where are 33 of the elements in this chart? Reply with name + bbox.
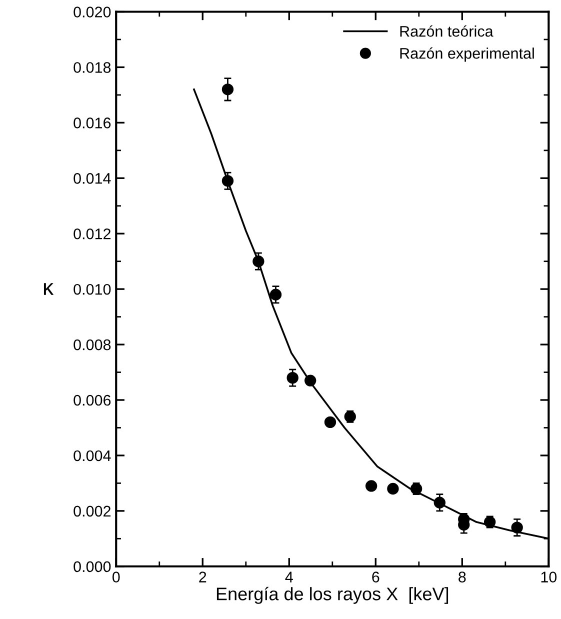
y-axis-title: κ — [44, 283, 54, 295]
point — [222, 175, 234, 187]
point — [252, 255, 264, 268]
point — [410, 482, 422, 495]
point — [270, 288, 282, 300]
y-tick-label: 0.004 — [74, 450, 111, 462]
x-tick-label: 6 — [372, 572, 380, 582]
point — [365, 480, 378, 492]
point — [304, 374, 316, 386]
y-tick-label: 0.018 — [74, 62, 111, 73]
y-tick-label: 0.000 — [74, 561, 111, 572]
y-tick-label: 0.020 — [74, 6, 111, 18]
point — [286, 372, 298, 384]
y-tick-label: 0.014 — [74, 173, 111, 184]
x-tick-label: 4 — [285, 572, 293, 582]
y-tick-label: 0.006 — [74, 394, 111, 406]
point — [222, 84, 234, 96]
x-tick-label: 2 — [199, 572, 206, 582]
x-tick-label: 0 — [112, 572, 120, 582]
point — [511, 522, 523, 534]
point — [387, 482, 399, 495]
x-tick-label: 10 — [541, 572, 557, 582]
point — [324, 416, 336, 428]
y-tick-label: 0.010 — [74, 284, 111, 295]
point — [434, 496, 446, 508]
x-axis-title: Energía de los rayos X [keV] — [216, 586, 448, 604]
y-tick-label: 0.002 — [74, 506, 111, 517]
x-tick-label: 8 — [458, 572, 466, 582]
legend-label: Razón experimental — [400, 47, 534, 62]
y-tick-label: 0.008 — [74, 339, 111, 350]
y-tick-label: 0.012 — [74, 228, 111, 240]
y-tick-label: 0.016 — [74, 118, 111, 128]
legend-label: Razón teórica — [400, 25, 494, 37]
